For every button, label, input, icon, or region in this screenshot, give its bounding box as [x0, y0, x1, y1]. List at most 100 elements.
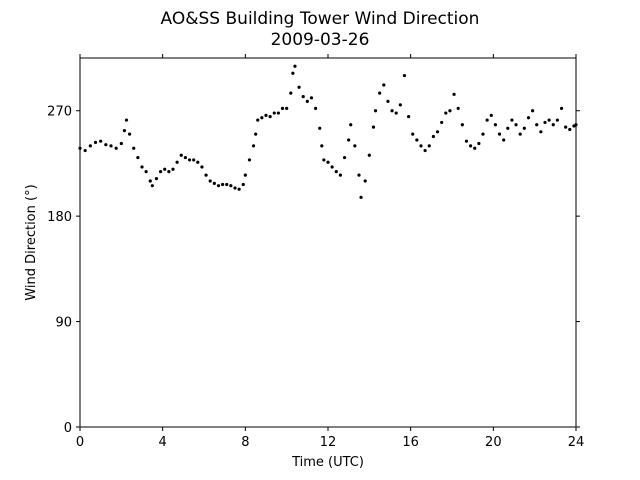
data-point — [423, 148, 427, 153]
y-tick-label: 0 — [64, 421, 72, 436]
data-point — [93, 140, 98, 144]
data-point — [456, 106, 460, 110]
data-point — [522, 126, 526, 130]
data-point — [204, 173, 208, 177]
data-point — [119, 141, 123, 146]
data-point — [243, 173, 247, 177]
plot-frame — [79, 57, 577, 428]
data-point — [272, 111, 276, 115]
data-point — [555, 118, 560, 122]
data-point — [171, 167, 175, 171]
data-point — [216, 184, 221, 188]
y-tick-label: 270 — [47, 105, 72, 120]
data-point — [394, 111, 398, 115]
data-point — [291, 71, 295, 75]
data-point — [489, 113, 493, 117]
x-tick-label: 8 — [241, 435, 249, 450]
data-point — [334, 170, 338, 174]
data-point — [493, 123, 497, 127]
data-point — [342, 155, 347, 160]
x-axis-ticks: 0 4 8 12 16 20 24 — [76, 54, 584, 450]
data-point — [221, 182, 225, 187]
data-point — [254, 132, 258, 136]
x-tick-label: 16 — [402, 435, 419, 450]
data-point — [140, 165, 144, 169]
data-point — [373, 109, 378, 113]
data-point — [371, 125, 376, 129]
x-tick-label: 4 — [159, 435, 167, 450]
y-tick-label: 90 — [55, 316, 72, 331]
data-point — [175, 160, 179, 164]
data-point — [460, 123, 464, 127]
data-point — [506, 126, 510, 130]
data-point — [322, 158, 326, 162]
data-point — [183, 155, 187, 160]
data-point — [154, 177, 159, 181]
data-point — [564, 125, 568, 129]
data-point — [452, 92, 456, 96]
data-point — [510, 118, 514, 122]
data-point — [535, 123, 539, 127]
data-point — [163, 167, 167, 171]
x-axis-label: Time (UTC) — [291, 455, 364, 470]
data-point — [526, 116, 531, 120]
data-point — [208, 179, 212, 183]
data-point — [411, 132, 415, 136]
data-point — [386, 99, 390, 103]
data-point — [237, 187, 241, 191]
data-point — [192, 158, 196, 162]
data-point — [132, 146, 136, 150]
data-point — [252, 144, 256, 148]
data-point — [99, 139, 103, 143]
data-point — [225, 182, 229, 187]
data-points — [78, 64, 578, 199]
data-point — [83, 148, 87, 153]
data-point — [448, 109, 452, 113]
data-point — [150, 184, 154, 188]
data-point — [543, 120, 547, 125]
data-point — [559, 106, 564, 110]
data-point — [349, 123, 353, 127]
data-point — [390, 109, 394, 113]
data-point — [551, 123, 555, 127]
data-point — [314, 106, 318, 110]
data-point — [318, 126, 322, 130]
data-point — [196, 160, 200, 164]
data-point — [419, 144, 423, 148]
x-tick-label: 24 — [568, 435, 585, 450]
data-point — [477, 141, 481, 146]
data-point — [382, 83, 386, 87]
y-axis-ticks: 0 90 180 270 — [47, 105, 580, 436]
data-point — [229, 184, 233, 188]
data-point — [568, 127, 572, 132]
data-point — [547, 118, 551, 122]
data-point — [179, 153, 183, 157]
data-point — [293, 64, 297, 68]
data-point — [514, 123, 518, 127]
data-point — [326, 160, 330, 164]
data-point — [481, 132, 485, 136]
data-point — [200, 165, 204, 169]
data-point — [427, 144, 431, 148]
data-point — [497, 132, 502, 136]
data-point — [114, 146, 118, 150]
data-point — [280, 106, 285, 110]
data-point — [122, 129, 127, 133]
x-tick-label: 0 — [76, 435, 84, 450]
chart-title: AO&SS Building Tower Wind Direction — [161, 9, 480, 29]
data-point — [353, 144, 357, 148]
data-point — [260, 116, 264, 120]
data-point — [247, 158, 252, 162]
data-point — [104, 143, 108, 147]
data-point — [473, 146, 477, 150]
data-point — [256, 118, 260, 122]
data-point — [357, 173, 361, 177]
data-point — [305, 99, 309, 103]
y-tick-label: 180 — [47, 210, 72, 225]
data-point — [212, 181, 216, 185]
data-point — [347, 138, 351, 142]
data-point — [531, 109, 535, 113]
data-point — [124, 118, 129, 122]
data-point — [241, 182, 245, 187]
data-point — [264, 113, 268, 117]
